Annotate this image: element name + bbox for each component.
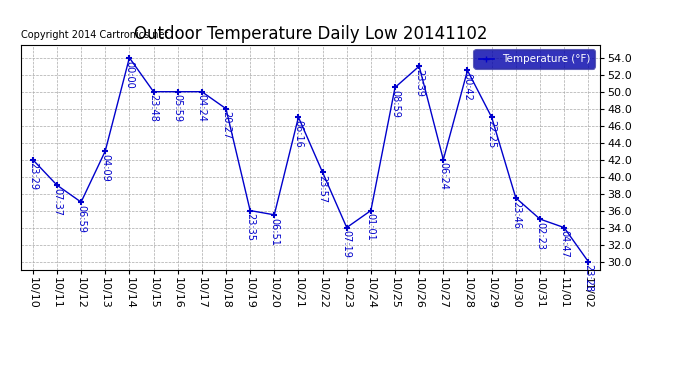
Text: 04:24: 04:24 xyxy=(197,94,207,122)
Text: 00:42: 00:42 xyxy=(462,73,473,101)
Text: 23:39: 23:39 xyxy=(414,69,424,97)
Text: 23:29: 23:29 xyxy=(28,162,38,190)
Text: 01:01: 01:01 xyxy=(366,213,376,241)
Text: 23:28: 23:28 xyxy=(583,264,593,292)
Text: 04:09: 04:09 xyxy=(100,154,110,182)
Text: 23:57: 23:57 xyxy=(317,175,328,203)
Text: 06:51: 06:51 xyxy=(269,217,279,246)
Text: 02:23: 02:23 xyxy=(535,222,545,250)
Text: 06:59: 06:59 xyxy=(76,205,86,233)
Text: 20:27: 20:27 xyxy=(221,111,231,140)
Text: 05:59: 05:59 xyxy=(172,94,183,123)
Text: 04:47: 04:47 xyxy=(559,230,569,258)
Text: 23:35: 23:35 xyxy=(245,213,255,242)
Text: 06:24: 06:24 xyxy=(438,162,449,190)
Text: 07:37: 07:37 xyxy=(52,188,62,216)
Text: 22:25: 22:25 xyxy=(486,120,497,148)
Text: 06:16: 06:16 xyxy=(293,120,304,148)
Text: 23:46: 23:46 xyxy=(511,201,521,228)
Text: 23:48: 23:48 xyxy=(148,94,159,122)
Text: Copyright 2014 Cartronics.net: Copyright 2014 Cartronics.net xyxy=(21,30,168,40)
Title: Outdoor Temperature Daily Low 20141102: Outdoor Temperature Daily Low 20141102 xyxy=(134,26,487,44)
Legend: Temperature (°F): Temperature (°F) xyxy=(475,50,595,69)
Text: 07:19: 07:19 xyxy=(342,230,352,258)
Text: 00:00: 00:00 xyxy=(124,60,135,88)
Text: 08:59: 08:59 xyxy=(390,90,400,118)
